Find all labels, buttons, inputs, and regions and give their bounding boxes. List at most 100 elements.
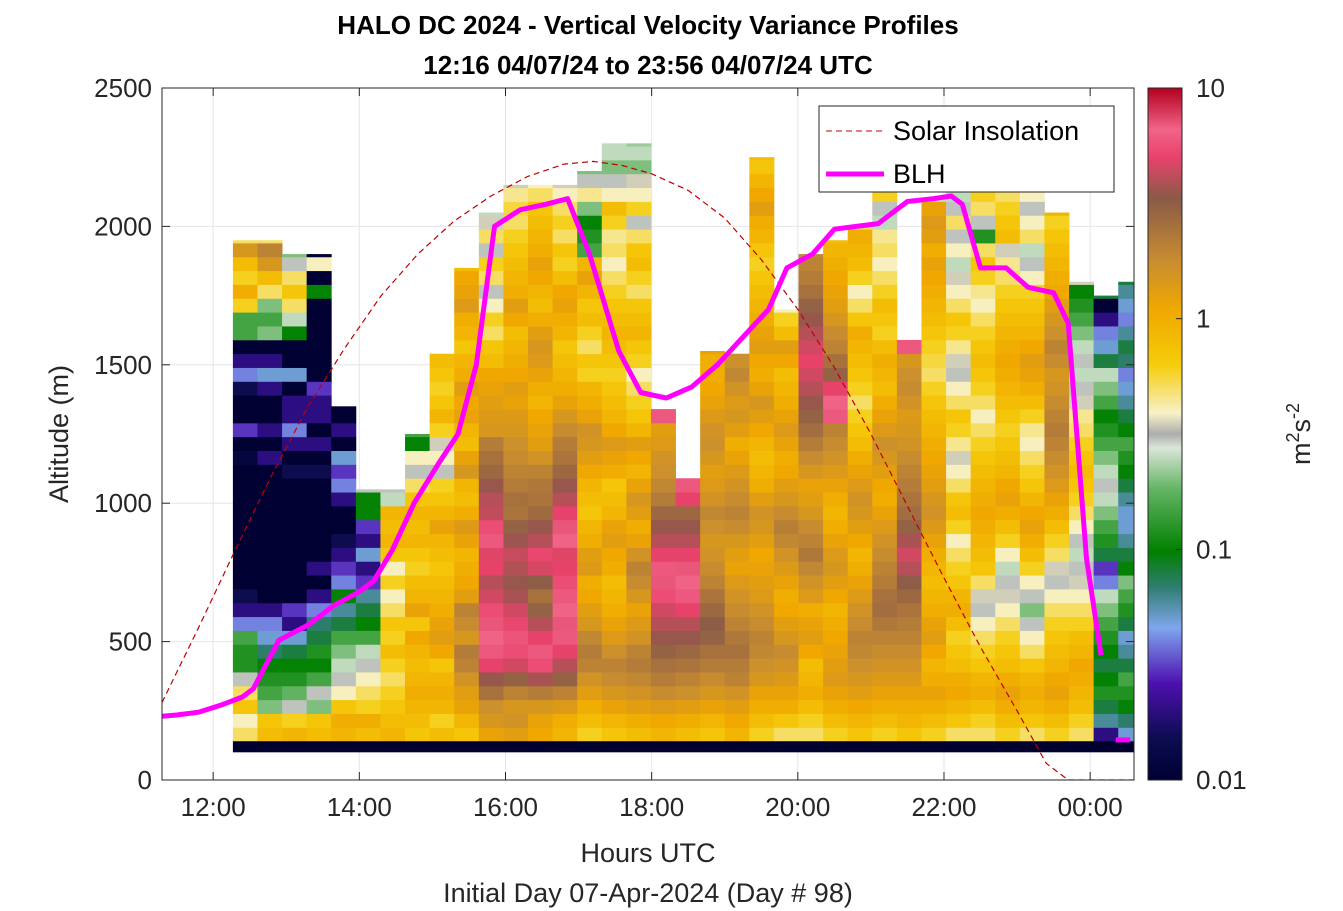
heatmap-cell [577, 630, 603, 645]
heatmap-cell [306, 270, 332, 285]
heatmap-cell [478, 422, 504, 438]
heatmap-cell [798, 561, 824, 576]
heatmap-cell [478, 575, 504, 590]
heatmap-cell [724, 727, 750, 742]
heatmap-cell [823, 672, 849, 687]
heatmap-cell [454, 339, 480, 355]
heatmap-cell [872, 547, 898, 562]
heatmap-cell [282, 409, 308, 424]
heatmap-cell [577, 589, 603, 604]
heatmap-cell [552, 450, 578, 465]
heatmap-cell [896, 713, 922, 728]
heatmap-cell [478, 353, 504, 368]
heatmap-cell [601, 173, 627, 189]
y-axis-label: Altitude (m) [44, 365, 74, 503]
heatmap-cell [527, 298, 553, 313]
heatmap-cell [282, 561, 308, 576]
heatmap-cell [577, 547, 603, 562]
heatmap-cell [896, 589, 922, 604]
heatmap-cell [601, 143, 627, 147]
heatmap-cell [306, 658, 332, 673]
heatmap-cell [1044, 533, 1070, 548]
heatmap-cell [552, 519, 578, 535]
heatmap-cell [749, 602, 775, 618]
heatmap-cell [478, 381, 504, 396]
heatmap-cell [946, 699, 972, 714]
heatmap-cell [552, 215, 578, 230]
heatmap-cell [257, 519, 283, 535]
heatmap-cell [355, 685, 381, 701]
heatmap-cell [626, 589, 652, 604]
heatmap-cell [503, 658, 529, 673]
heatmap-cell [577, 409, 603, 424]
heatmap-cell [257, 589, 283, 604]
heatmap-cell [995, 685, 1021, 701]
heatmap-cell [823, 630, 849, 645]
heatmap-cell [1019, 644, 1045, 659]
heatmap-cell [306, 505, 332, 521]
heatmap-cell [921, 505, 947, 521]
heatmap-cell [380, 658, 406, 673]
heatmap-cell [921, 699, 947, 714]
heatmap-cell [872, 672, 898, 687]
colorbar-gradient [1147, 87, 1183, 781]
heatmap-cell [306, 672, 332, 687]
heatmap-cell [306, 422, 332, 438]
heatmap-cell [478, 395, 504, 410]
heatmap-cell [626, 672, 652, 687]
heatmap-cell [577, 284, 603, 299]
heatmap-cell [552, 505, 578, 521]
heatmap-cell [257, 672, 283, 687]
heatmap-cell [454, 267, 480, 272]
heatmap-cell [1044, 672, 1070, 687]
heatmap-cell [896, 436, 922, 452]
heatmap-cell [478, 672, 504, 687]
heatmap-cell [380, 575, 406, 590]
heatmap-cell [1044, 450, 1070, 465]
heatmap-cell [872, 589, 898, 604]
heatmap-cell [823, 644, 849, 659]
x-axis-label: Hours UTC [580, 838, 715, 868]
heatmap-cell [823, 464, 849, 479]
heatmap-cell [970, 339, 996, 355]
heatmap-cell [552, 353, 578, 368]
heatmap-cell [527, 436, 553, 452]
heatmap-cell [626, 229, 652, 244]
heatmap-cell [1019, 450, 1045, 465]
heatmap-cell [675, 672, 701, 687]
heatmap-cell [552, 713, 578, 728]
heatmap-cell [257, 450, 283, 465]
heatmap-cell [749, 436, 775, 452]
heatmap-cell [1118, 685, 1134, 701]
heatmap-cell [921, 353, 947, 368]
heatmap-cell [282, 519, 308, 535]
heatmap-cell [650, 450, 676, 465]
heatmap-cell [823, 492, 849, 507]
heatmap-cell [601, 505, 627, 521]
heatmap-cell [331, 616, 357, 631]
heatmap-cell [700, 492, 726, 507]
heatmap-cell [503, 184, 529, 189]
heatmap-cell [921, 436, 947, 452]
heatmap-cell [331, 492, 357, 507]
heatmap-cell [527, 547, 553, 562]
heatmap-cell [749, 672, 775, 687]
heatmap-cell [577, 215, 603, 230]
heatmap-cell [257, 326, 283, 341]
heatmap-cell [282, 367, 308, 382]
heatmap-cell [921, 492, 947, 507]
heatmap-cell [331, 422, 357, 438]
heatmap-cell [995, 713, 1021, 728]
heatmap-cell [503, 367, 529, 382]
heatmap-cell [601, 381, 627, 396]
heatmap-cell [872, 256, 898, 272]
heatmap-cell [749, 547, 775, 562]
heatmap-cell [577, 312, 603, 327]
heatmap-cell [896, 672, 922, 687]
heatmap-cell [380, 727, 406, 742]
heatmap-cell [896, 381, 922, 396]
heatmap-cell [798, 519, 824, 535]
heatmap-cell [306, 409, 332, 424]
heatmap-cell [626, 492, 652, 507]
